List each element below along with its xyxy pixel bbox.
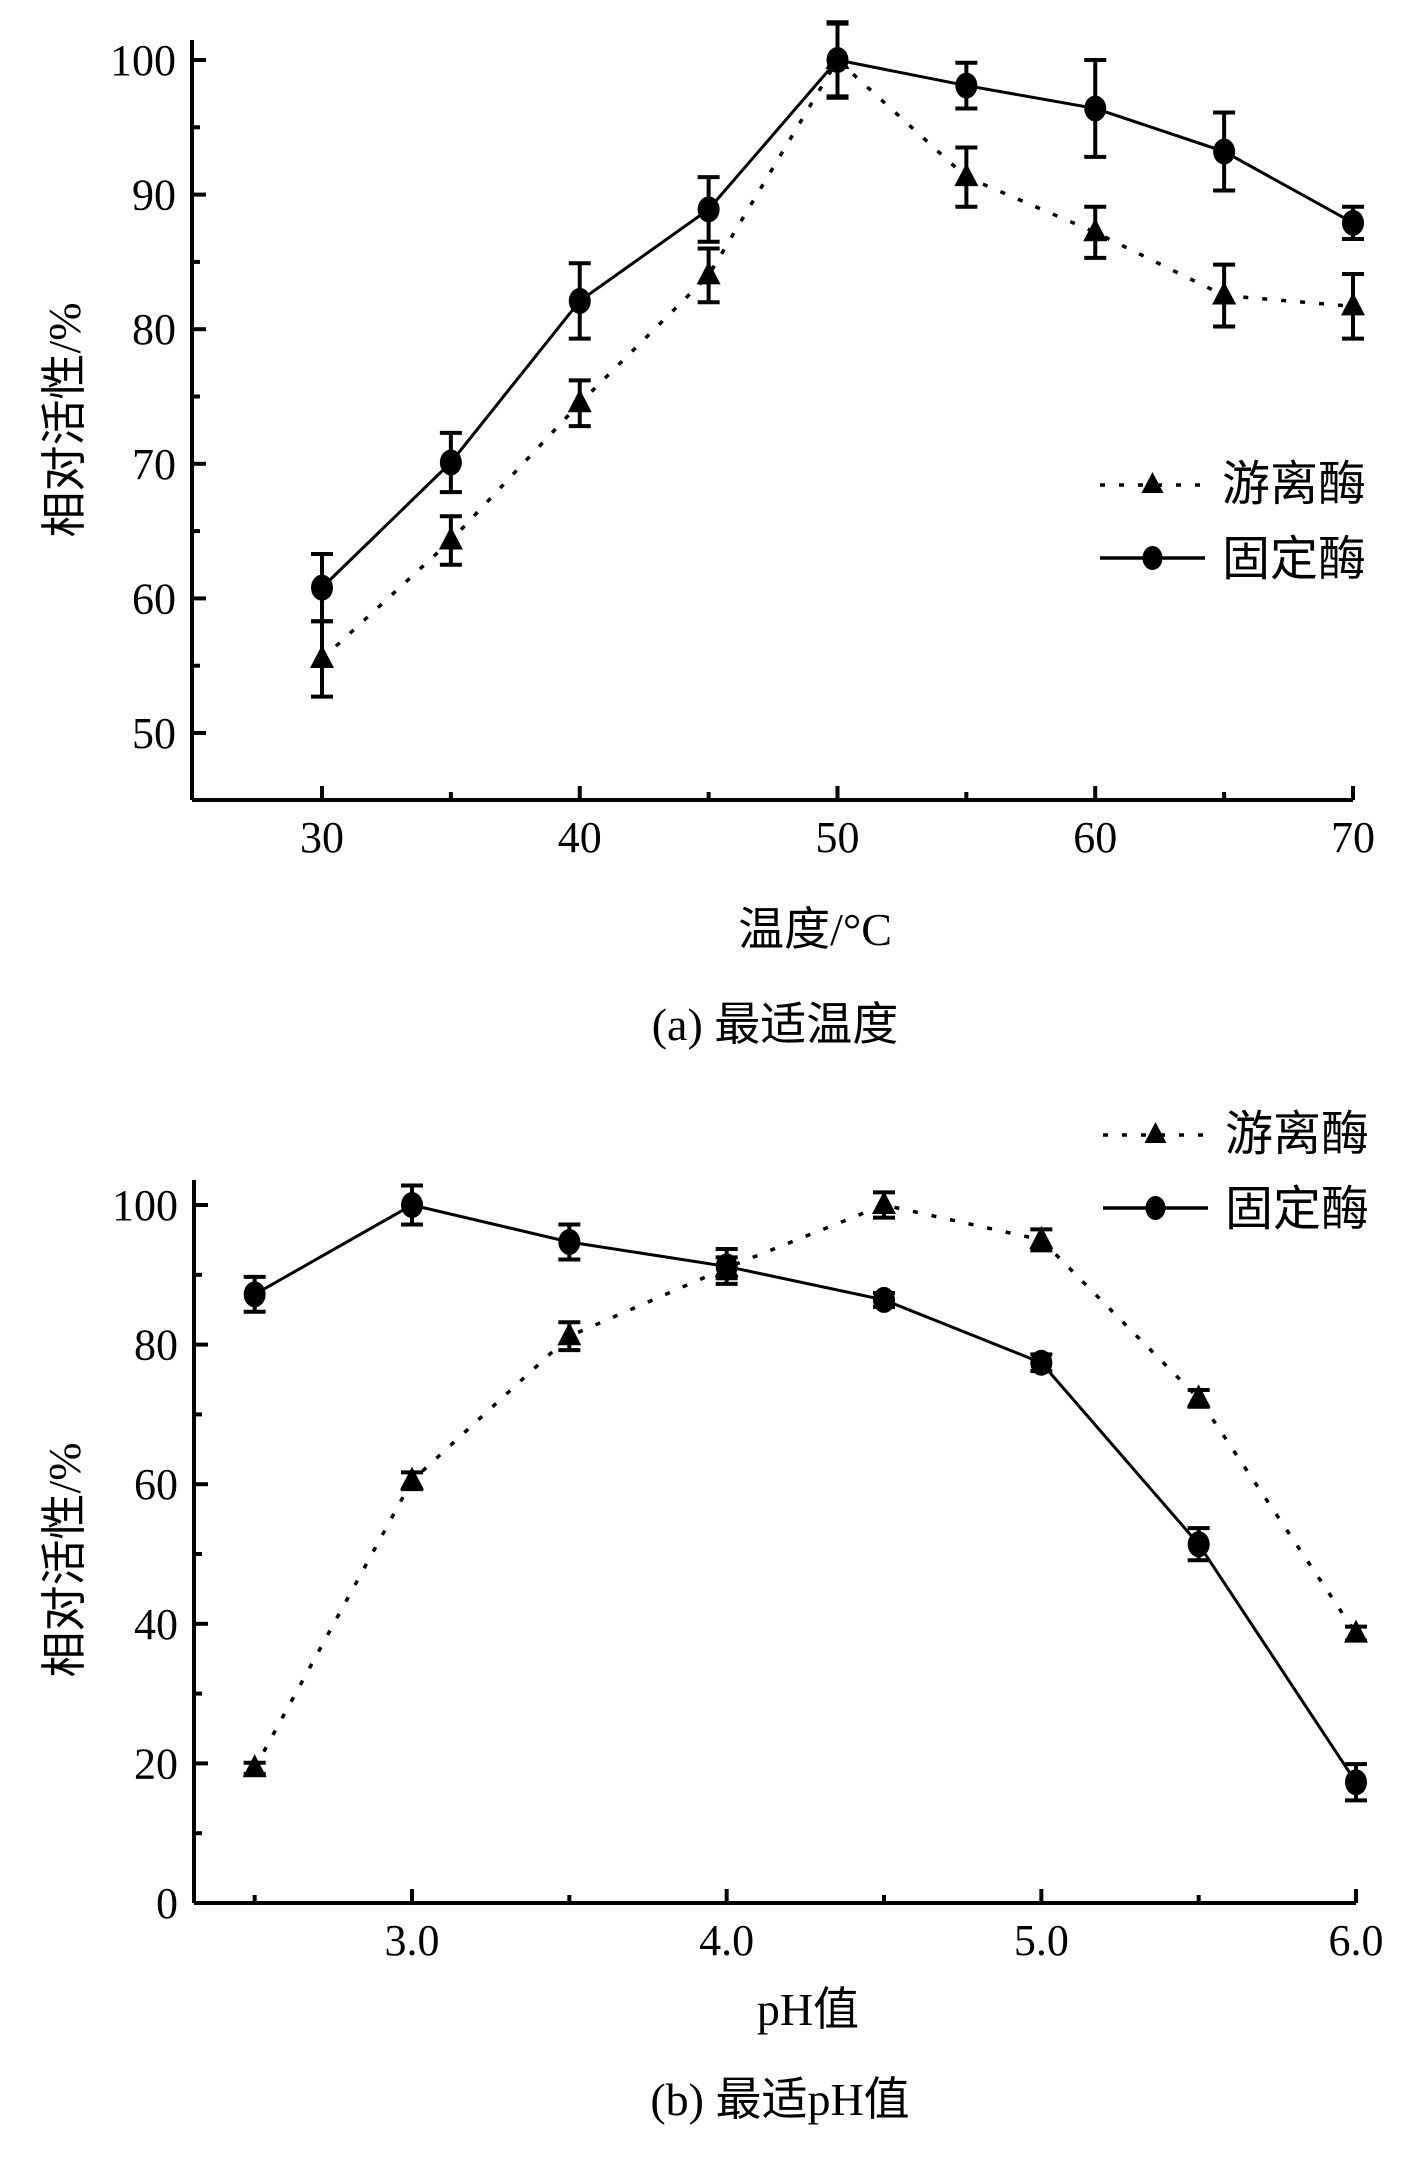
legend-marker-circle: [1142, 546, 1163, 570]
data-point-circle: [697, 196, 720, 223]
data-point-triangle: [872, 1191, 896, 1214]
data-point-triangle: [1344, 1619, 1368, 1643]
data-point-circle: [439, 449, 462, 476]
y-tick-label: 60: [132, 574, 176, 623]
caption-a: (a) 最适温度: [652, 999, 899, 1050]
x-tick-label: 5.0: [1014, 1916, 1069, 1965]
data-point-circle: [311, 574, 333, 601]
data-point-triangle: [1212, 281, 1237, 305]
chart-temperature: (a) 最适温度 温度/°C 相对活性/% 游离酶 固定酶 50 60 70 80 90…: [39, 20, 1375, 1050]
data-point-triangle: [1341, 292, 1365, 316]
x-tick-label: 4.0: [699, 1916, 754, 1965]
data-point-circle: [568, 287, 591, 314]
data-point-circle: [1342, 209, 1364, 236]
x-tick-label: 3.0: [385, 1916, 440, 1965]
data-point-triangle: [1083, 218, 1108, 242]
y-tick-label: 50: [132, 709, 176, 758]
legend-label-free: 游离酶: [1225, 1108, 1369, 1161]
data-point-circle: [873, 1286, 895, 1313]
y-tick-label: 100: [112, 1181, 178, 1230]
data-point-triangle: [696, 261, 721, 285]
data-point-circle: [1213, 138, 1236, 165]
series-line-immobilized: [253, 1203, 1358, 1784]
data-point-circle: [826, 47, 849, 73]
legend-label-immobilized: 固定酶: [1222, 533, 1366, 586]
series-line-free: [320, 57, 1354, 661]
data-point-circle: [401, 1192, 423, 1218]
y-tick-label: 40: [134, 1600, 178, 1649]
ylabel-b: 相对活性/%: [39, 1442, 90, 1677]
x-tick-label: 70: [1331, 813, 1375, 862]
y-tick-label: 80: [132, 305, 176, 354]
data-point-triangle: [567, 389, 592, 413]
legend-marker-triangle: [1141, 472, 1164, 493]
y-tick-label: 20: [134, 1739, 178, 1788]
data-point-circle: [1187, 1531, 1210, 1558]
series-line-free: [253, 1203, 1358, 1770]
xlabel-b: pH值: [757, 1984, 859, 2035]
data-point-triangle: [242, 1754, 267, 1778]
x-tick-label: 40: [558, 813, 602, 862]
data-point-triangle: [1186, 1384, 1211, 1408]
data-point-circle: [243, 1281, 266, 1308]
x-tick-label: 50: [816, 813, 860, 862]
chart-ph: (b) 最适pH值 pH值 相对活性/% 游离酶 固定酶 0 20 40 60 80 10…: [39, 1108, 1384, 2125]
y-tick-label: 60: [134, 1460, 178, 1509]
data-point-triangle: [1029, 1225, 1054, 1249]
xlabel-a: 温度/°C: [738, 904, 892, 955]
y-tick-label: 70: [132, 440, 176, 489]
legend-label-immobilized: 固定酶: [1225, 1183, 1369, 1236]
data-point-triangle: [954, 163, 979, 187]
x-tick-label: 6.0: [1329, 1916, 1384, 1965]
ylabel-a: 相对活性/%: [39, 302, 90, 537]
legend-label-free: 游离酶: [1222, 458, 1366, 511]
x-tick-label: 30: [300, 813, 344, 862]
data-point-triangle: [438, 526, 463, 550]
data-point-circle: [1084, 95, 1107, 122]
data-point-triangle: [557, 1322, 582, 1346]
y-tick-label: 80: [134, 1321, 178, 1370]
data-point-circle: [715, 1253, 738, 1280]
data-point-triangle: [310, 644, 334, 668]
x-tick-label: 60: [1073, 813, 1117, 862]
data-point-circle: [955, 72, 978, 99]
caption-b: (b) 最适pH值: [650, 2074, 909, 2125]
data-point-circle: [1345, 1769, 1367, 1796]
y-tick-label: 90: [132, 171, 176, 220]
data-point-circle: [1030, 1349, 1053, 1376]
y-tick-label: 100: [110, 36, 176, 85]
legend-marker-triangle: [1144, 1122, 1167, 1143]
y-tick-label: 0: [156, 1879, 178, 1928]
data-point-triangle: [400, 1466, 424, 1490]
data-point-circle: [558, 1228, 581, 1255]
legend-marker-circle: [1145, 1196, 1166, 1220]
series-line-immobilized: [320, 58, 1354, 589]
